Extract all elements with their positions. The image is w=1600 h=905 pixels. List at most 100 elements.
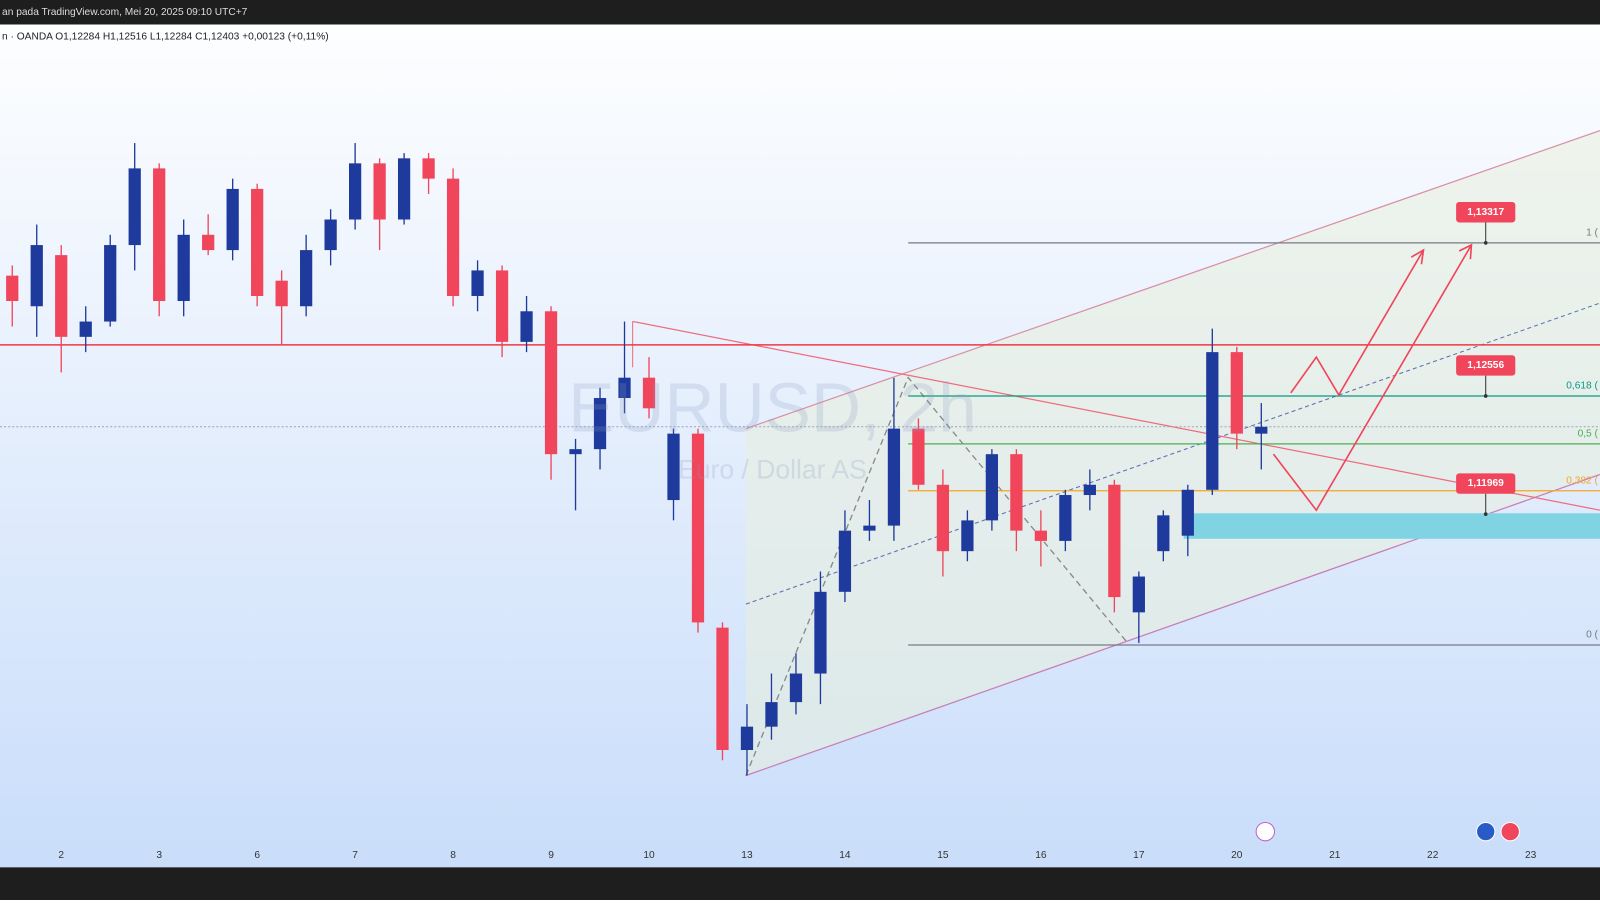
- candle-body: [422, 158, 435, 179]
- candle-body: [642, 377, 656, 409]
- x-tick-label: 2: [58, 850, 64, 861]
- candle-body: [667, 433, 680, 501]
- candle-body: [1206, 352, 1219, 490]
- fib-label: 0,618 (: [1566, 380, 1598, 391]
- candle-body: [912, 428, 925, 485]
- candle-body: [618, 377, 631, 399]
- candle-body: [887, 428, 901, 526]
- candle-body: [177, 234, 190, 302]
- x-tick-label: 14: [839, 850, 851, 861]
- watermark-subtitle: Euro / Dollar AS: [678, 454, 867, 484]
- price-label: 1,12556: [1467, 360, 1504, 371]
- x-tick-label: 21: [1329, 850, 1341, 861]
- fib-label: 0 (: [1586, 629, 1598, 640]
- channel-mid: [745, 302, 1600, 605]
- arrow-head: [1458, 243, 1473, 260]
- candle-body: [275, 280, 288, 307]
- candle-body: [1010, 454, 1023, 531]
- candle-body: [495, 270, 509, 342]
- watermark-title: EURUSD, 2h: [568, 369, 977, 447]
- x-tick-label: 23: [1525, 850, 1537, 861]
- x-tick-label: 17: [1133, 850, 1145, 861]
- price-label: 1,11969: [1468, 478, 1505, 489]
- event-icon[interactable]: [1255, 821, 1275, 842]
- candle-body: [765, 702, 778, 727]
- zigzag: [745, 376, 1129, 776]
- candle-body: [740, 726, 754, 751]
- bottom-bar: [0, 867, 1600, 900]
- candle-body: [1255, 426, 1268, 434]
- x-tick-label: 6: [254, 850, 260, 861]
- candle-body: [6, 275, 19, 302]
- demand-zone: [1183, 513, 1600, 539]
- x-tick-label: 15: [937, 850, 949, 861]
- candle-body: [691, 433, 705, 623]
- event-icon[interactable]: [1476, 821, 1496, 842]
- x-tick-label: 9: [548, 850, 554, 861]
- candle-body: [446, 178, 460, 296]
- price-label-dot: [1483, 394, 1488, 398]
- fib-label: 0,5 (: [1578, 428, 1599, 439]
- candle-body: [324, 219, 337, 251]
- candle-body: [863, 525, 876, 531]
- candle-body: [79, 321, 92, 337]
- candle-body: [153, 168, 166, 302]
- x-tick-label: 16: [1035, 850, 1047, 861]
- candle-body: [55, 255, 68, 337]
- candle-body: [104, 245, 117, 322]
- candle-body: [226, 188, 239, 251]
- candle-body: [1083, 484, 1096, 496]
- event-icon[interactable]: [1500, 821, 1520, 842]
- candle-body: [961, 520, 974, 552]
- candle-body: [985, 454, 999, 521]
- candle-body: [251, 188, 264, 296]
- x-tick-label: 8: [450, 850, 456, 861]
- candle-body: [936, 484, 950, 552]
- candle-body: [373, 163, 386, 220]
- candle-body: [1157, 515, 1170, 552]
- candle-body: [1108, 484, 1121, 598]
- candle-body: [838, 530, 852, 592]
- price-label-box: [1456, 355, 1516, 376]
- projection-arrow: [1272, 244, 1473, 512]
- price-label: 1,13317: [1467, 207, 1504, 218]
- candle-body: [544, 311, 558, 455]
- candle-body: [1059, 495, 1072, 541]
- candle-body: [348, 163, 362, 220]
- arrow-head: [1410, 248, 1425, 265]
- trend-line: [632, 320, 1600, 511]
- projection-arrow: [1290, 249, 1425, 397]
- candle-body: [1132, 576, 1145, 613]
- channel-upper: [745, 130, 1600, 430]
- top-bar: [0, 0, 1600, 25]
- candle-body: [814, 591, 827, 674]
- price-label-dot: [1483, 512, 1488, 516]
- candle-body: [471, 270, 484, 296]
- plot: 2 3 6 7 8 9 10 13 14 15 16 17 20 21 22 231 (0,618 (0,5 …: [0, 143, 1600, 861]
- candle-body: [789, 673, 803, 703]
- legend: n · OANDA O1,12284 H1,12516 L1,12284 C1,…: [2, 31, 329, 42]
- candle-body: [30, 245, 43, 307]
- candle-body: [397, 158, 411, 220]
- candle-body: [593, 398, 607, 450]
- candle-body: [128, 168, 141, 246]
- x-tick-label: 20: [1231, 850, 1243, 861]
- candle-body: [202, 234, 215, 251]
- candle-body: [520, 311, 533, 342]
- fib-label: 0,382 (: [1566, 475, 1598, 486]
- candle-body: [300, 250, 313, 307]
- candle-body: [1181, 489, 1194, 536]
- x-tick-label: 22: [1427, 850, 1439, 861]
- fib-label: 1 (: [1586, 227, 1598, 238]
- x-tick-label: 13: [741, 850, 753, 861]
- x-tick-label: 10: [643, 850, 655, 861]
- candle-body: [1230, 352, 1243, 434]
- price-label-box: [1456, 473, 1516, 494]
- x-tick-label: 3: [156, 850, 162, 861]
- candle-body: [1034, 530, 1047, 541]
- price-label-box: [1456, 202, 1516, 223]
- x-tick-label: 7: [352, 850, 358, 861]
- header: an pada TradingView.com, Mei 20, 2025 09…: [2, 7, 248, 18]
